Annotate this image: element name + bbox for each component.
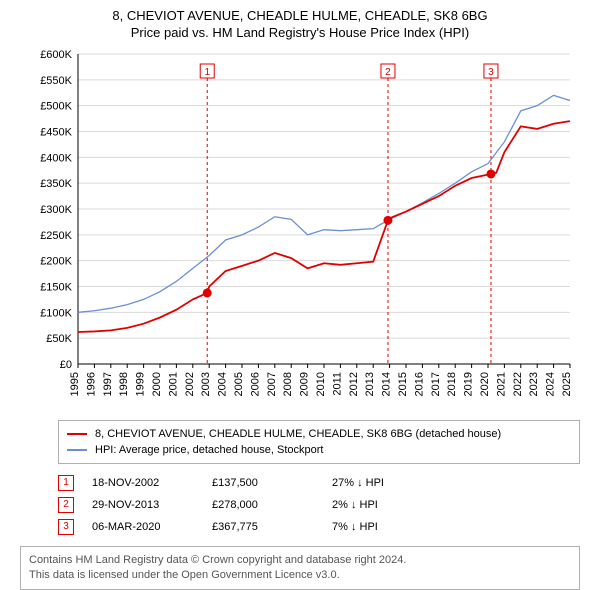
y-tick-label: £250K [40, 230, 72, 242]
x-tick-label: 1999 [135, 372, 147, 396]
x-tick-label: 2022 [512, 372, 524, 396]
x-tick-label: 2005 [233, 372, 245, 396]
marker-delta: 2% ↓ HPI [332, 499, 452, 511]
sale-point [486, 169, 495, 178]
footnote-line: This data is licensed under the Open Gov… [29, 568, 571, 583]
marker-row: 3 06-MAR-2020£367,7757% ↓ HPI [58, 516, 580, 538]
marker-row: 2 29-NOV-2013£278,0002% ↓ HPI [58, 494, 580, 516]
x-tick-label: 2013 [364, 372, 376, 396]
x-tick-label: 1996 [85, 372, 97, 396]
y-tick-label: £50K [46, 333, 72, 345]
x-tick-label: 2004 [217, 372, 229, 396]
callout-number: 1 [204, 67, 210, 78]
marker-badge: 3 [58, 519, 74, 535]
x-tick-label: 2024 [545, 372, 557, 396]
x-tick-label: 2019 [463, 372, 475, 396]
x-tick-label: 1998 [118, 372, 130, 396]
legend-row: 8, CHEVIOT AVENUE, CHEADLE HULME, CHEADL… [67, 426, 571, 442]
callout-number: 2 [385, 67, 391, 78]
marker-delta: 7% ↓ HPI [332, 521, 452, 533]
x-tick-label: 2008 [282, 372, 294, 396]
series-hpi [78, 95, 570, 312]
y-tick-label: £0 [60, 359, 72, 371]
marker-date: 29-NOV-2013 [92, 499, 212, 511]
x-tick-label: 2010 [315, 372, 327, 396]
x-tick-label: 2017 [430, 372, 442, 396]
legend: 8, CHEVIOT AVENUE, CHEADLE HULME, CHEADL… [58, 420, 580, 464]
x-tick-label: 2007 [266, 372, 278, 396]
y-tick-label: £350K [40, 178, 72, 190]
y-tick-label: £400K [40, 152, 72, 164]
marker-date: 06-MAR-2020 [92, 521, 212, 533]
sale-point [203, 288, 212, 297]
legend-swatch [67, 449, 87, 451]
legend-label: 8, CHEVIOT AVENUE, CHEADLE HULME, CHEADL… [95, 426, 501, 442]
y-tick-label: £300K [40, 204, 72, 216]
marker-badge: 1 [58, 475, 74, 491]
x-tick-label: 1995 [69, 372, 81, 396]
x-tick-label: 2016 [413, 372, 425, 396]
marker-price: £137,500 [212, 477, 332, 489]
y-tick-label: £500K [40, 101, 72, 113]
x-tick-label: 2009 [299, 372, 311, 396]
chart-header: 8, CHEVIOT AVENUE, CHEADLE HULME, CHEADL… [0, 0, 600, 44]
y-tick-label: £450K [40, 127, 72, 139]
x-tick-label: 2000 [151, 372, 163, 396]
y-tick-label: £200K [40, 256, 72, 268]
y-tick-label: £100K [40, 307, 72, 319]
x-tick-label: 2020 [479, 372, 491, 396]
x-tick-label: 2018 [446, 372, 458, 396]
marker-badge: 2 [58, 497, 74, 513]
chart-subtitle: Price paid vs. HM Land Registry's House … [0, 25, 600, 40]
x-tick-label: 2023 [528, 372, 540, 396]
x-tick-label: 2003 [200, 372, 212, 396]
x-tick-label: 2015 [397, 372, 409, 396]
x-tick-label: 2025 [561, 372, 573, 396]
x-tick-label: 2014 [381, 372, 393, 396]
chart-title: 8, CHEVIOT AVENUE, CHEADLE HULME, CHEADL… [0, 8, 600, 23]
sale-point [383, 216, 392, 225]
marker-row: 1 18-NOV-2002£137,50027% ↓ HPI [58, 472, 580, 494]
x-tick-label: 1997 [102, 372, 114, 396]
attribution-footnote: Contains HM Land Registry data © Crown c… [20, 546, 580, 590]
x-tick-label: 2002 [184, 372, 196, 396]
x-tick-label: 2012 [348, 372, 360, 396]
x-tick-label: 2011 [331, 372, 343, 396]
footnote-line: Contains HM Land Registry data © Crown c… [29, 553, 571, 568]
legend-label: HPI: Average price, detached house, Stoc… [95, 442, 324, 458]
legend-row: HPI: Average price, detached house, Stoc… [67, 442, 571, 458]
y-tick-label: £600K [40, 49, 72, 61]
chart-area: £0 £50K £100K £150K £200K £250K £300K £350K £400… [20, 44, 580, 414]
price-chart: £0 £50K £100K £150K £200K £250K £300K £350K £400… [20, 44, 580, 414]
x-tick-label: 2001 [167, 372, 179, 396]
marker-date: 18-NOV-2002 [92, 477, 212, 489]
x-tick-label: 2006 [249, 372, 261, 396]
marker-price: £367,775 [212, 521, 332, 533]
x-tick-label: 2021 [495, 372, 507, 396]
marker-delta: 27% ↓ HPI [332, 477, 452, 489]
callout-number: 3 [488, 67, 494, 78]
legend-swatch [67, 433, 87, 435]
y-tick-label: £550K [40, 75, 72, 87]
y-tick-label: £150K [40, 282, 72, 294]
marker-price: £278,000 [212, 499, 332, 511]
sale-events-table: 1 18-NOV-2002£137,50027% ↓ HPI 2 29-NOV-201… [58, 472, 580, 538]
